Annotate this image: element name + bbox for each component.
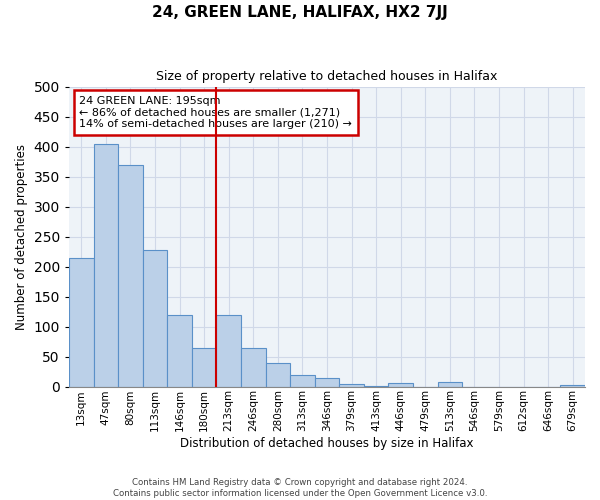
Bar — [437, 382, 462, 386]
Bar — [118, 165, 143, 386]
Bar — [241, 348, 266, 387]
Text: 24 GREEN LANE: 195sqm
← 86% of detached houses are smaller (1,271)
14% of semi-d: 24 GREEN LANE: 195sqm ← 86% of detached … — [79, 96, 352, 129]
Title: Size of property relative to detached houses in Halifax: Size of property relative to detached ho… — [156, 70, 497, 83]
Bar — [69, 258, 94, 386]
Bar — [290, 374, 314, 386]
Y-axis label: Number of detached properties: Number of detached properties — [15, 144, 28, 330]
Bar — [192, 348, 217, 387]
Bar — [143, 250, 167, 386]
Text: Contains HM Land Registry data © Crown copyright and database right 2024.
Contai: Contains HM Land Registry data © Crown c… — [113, 478, 487, 498]
Bar — [339, 384, 364, 386]
Bar — [217, 314, 241, 386]
Text: 24, GREEN LANE, HALIFAX, HX2 7JJ: 24, GREEN LANE, HALIFAX, HX2 7JJ — [152, 5, 448, 20]
Bar — [388, 383, 413, 386]
Bar — [314, 378, 339, 386]
Bar — [167, 314, 192, 386]
Bar — [266, 362, 290, 386]
X-axis label: Distribution of detached houses by size in Halifax: Distribution of detached houses by size … — [180, 437, 474, 450]
Bar — [94, 144, 118, 386]
